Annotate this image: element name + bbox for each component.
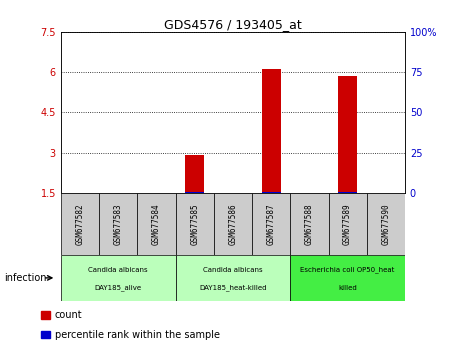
Bar (367, 193, 405, 255)
Bar (261, 192, 281, 193)
Text: GSM677585: GSM677585 (190, 203, 199, 245)
Bar (61, 193, 99, 255)
Text: GSM677584: GSM677584 (152, 203, 161, 245)
Text: GSM677582: GSM677582 (76, 203, 85, 245)
Bar (338, 76, 357, 193)
Text: infection: infection (4, 273, 47, 283)
Bar (338, 192, 357, 193)
Text: count: count (55, 310, 82, 320)
Bar (176, 255, 290, 301)
Bar (99, 193, 137, 255)
Text: GSM677587: GSM677587 (266, 203, 275, 245)
Bar (61, 255, 176, 301)
Bar (185, 155, 204, 193)
Text: GSM677590: GSM677590 (382, 203, 391, 245)
Bar (214, 193, 252, 255)
Bar (185, 192, 204, 193)
Title: GDS4576 / 193405_at: GDS4576 / 193405_at (164, 18, 302, 31)
Text: DAY185_alive: DAY185_alive (94, 285, 142, 291)
Text: DAY185_heat-killed: DAY185_heat-killed (199, 285, 266, 291)
Bar (252, 193, 290, 255)
Bar (328, 193, 367, 255)
Text: Candida albicans: Candida albicans (203, 267, 263, 273)
Text: Escherichia coli OP50_heat: Escherichia coli OP50_heat (301, 266, 395, 273)
Text: killed: killed (338, 285, 357, 291)
Bar (290, 193, 328, 255)
Bar (261, 69, 281, 193)
Bar (290, 255, 405, 301)
Bar (40, 331, 50, 338)
Bar (176, 193, 214, 255)
Text: percentile rank within the sample: percentile rank within the sample (55, 330, 220, 339)
Text: GSM677583: GSM677583 (113, 203, 122, 245)
Bar (40, 311, 50, 319)
Text: GSM677589: GSM677589 (343, 203, 352, 245)
Text: Candida albicans: Candida albicans (88, 267, 148, 273)
Text: GSM677588: GSM677588 (305, 203, 314, 245)
Text: GSM677586: GSM677586 (228, 203, 238, 245)
Bar (137, 193, 176, 255)
